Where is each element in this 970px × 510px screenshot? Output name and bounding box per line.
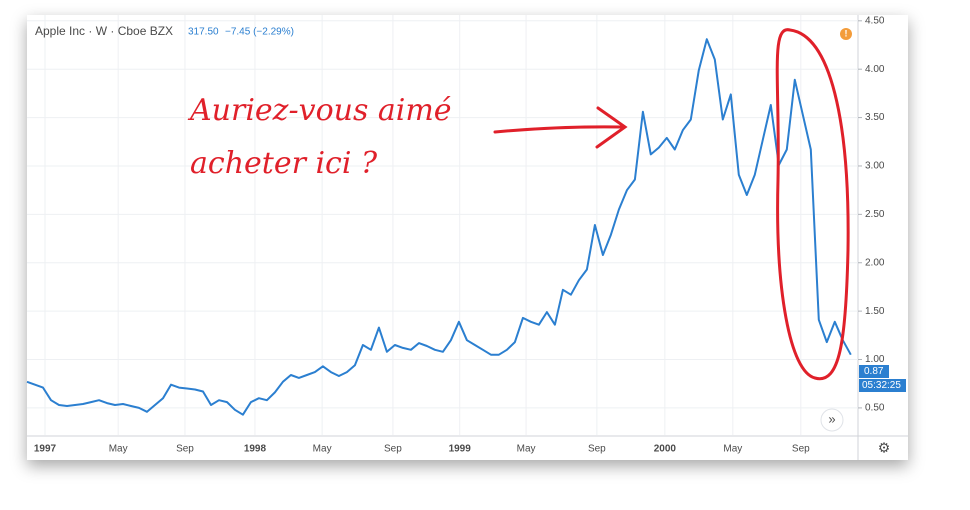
plot (26, 38, 852, 416)
countdown: 05:32:25 (862, 380, 901, 391)
y-tick-label: 0.50 (865, 403, 885, 414)
y-tick-label: 2.50 (865, 209, 885, 220)
countdown-box (859, 379, 906, 392)
annotation: acheter ici ? (190, 146, 378, 181)
y-tick-label: 3.50 (865, 112, 885, 123)
last-price-box (859, 365, 889, 378)
scroll-icon: » (828, 411, 835, 426)
highlight-ellipse (775, 28, 850, 381)
alert-icon[interactable] (840, 28, 852, 40)
x-tick-label: May (109, 444, 128, 455)
y-tick-label: 3.00 (865, 161, 885, 172)
x-tick-label: Sep (792, 444, 810, 455)
last-price: 0.87 (864, 366, 884, 377)
scroll-button[interactable] (820, 408, 844, 432)
x-tick-label: May (517, 444, 536, 455)
alert-mark: ! (845, 28, 848, 38)
y-tick-label: 4.00 (865, 64, 885, 75)
x-tick-label: 1997 (34, 444, 57, 455)
x-tick-label: 2000 (654, 444, 677, 455)
x-tick-label: Sep (588, 444, 606, 455)
annotation: Auriez-vous aimé (187, 93, 452, 128)
price-line (26, 38, 852, 416)
x-tick-label: Sep (384, 444, 402, 455)
grid (27, 15, 862, 435)
x-tick-label: 1998 (244, 444, 267, 455)
y-tick-label: 2.00 (865, 257, 885, 268)
panel (27, 15, 908, 460)
x-tick-label: Sep (176, 444, 194, 455)
y-tick-label: 1.50 (865, 306, 885, 317)
y-tick-label: 4.50 (865, 15, 885, 26)
symbol: Apple Inc · W · Cboe BZX (35, 24, 173, 38)
price: 317.50 (188, 27, 219, 38)
x-tick-label: 1999 (449, 444, 472, 455)
arrow (493, 106, 628, 149)
x-tick-label: May (723, 444, 742, 455)
y-tick-label: 1.00 (865, 354, 885, 365)
x-tick-label: May (313, 444, 332, 455)
settings-icon[interactable]: ⚙ (878, 440, 891, 456)
change: −7.45 (−2.29%) (225, 27, 294, 38)
